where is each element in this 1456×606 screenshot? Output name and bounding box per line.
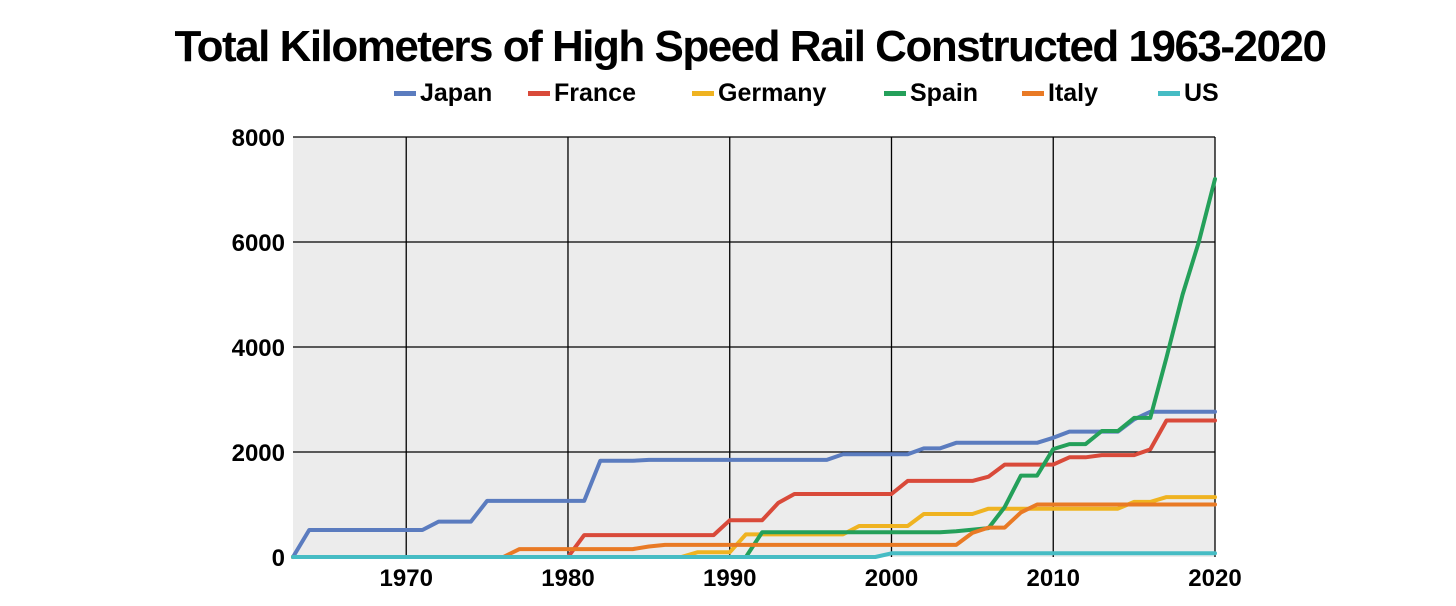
x-tick-label-2010: 2010 <box>1027 565 1080 592</box>
chart-title: Total Kilometers of High Speed Rail Cons… <box>174 22 1327 71</box>
legend-item-us: US <box>1158 76 1219 110</box>
series-line-germany <box>291 495 1217 559</box>
legend-label-spain: Spain <box>910 78 979 107</box>
y-tick-label-0: 0 <box>272 545 285 572</box>
legend-label-japan: Japan <box>420 78 493 107</box>
series-lines <box>291 177 1217 559</box>
y-tick-label-2000: 2000 <box>232 440 285 467</box>
x-tick-label-1980: 1980 <box>541 565 594 592</box>
legend-swatch-us <box>1158 90 1180 96</box>
legend-swatch-japan <box>394 90 416 96</box>
legend-swatch-spain <box>884 90 906 96</box>
series-line-italy <box>291 502 1217 559</box>
x-tick-label-1990: 1990 <box>703 565 756 592</box>
legend-label-germany: Germany <box>718 78 827 107</box>
series-line-spain <box>291 177 1217 559</box>
axis-tick-labels: 0 2000 4000 6000 8000 1970 1980 1990 2000 2010 202… <box>232 125 1242 592</box>
y-tick-label-8000: 8000 <box>232 125 285 152</box>
y-tick-label-4000: 4000 <box>232 335 285 362</box>
x-tick-label-2020: 2020 <box>1188 565 1241 592</box>
series-line-us <box>291 551 1217 559</box>
legend-swatch-france <box>528 90 550 96</box>
series-line-japan <box>291 409 1217 559</box>
x-tick-label-1970: 1970 <box>380 565 433 592</box>
legend-swatch-italy <box>1022 90 1044 96</box>
legend-item-spain: Spain <box>884 76 978 110</box>
series-line-france <box>291 418 1217 559</box>
legend-label-italy: Italy <box>1048 78 1099 107</box>
legend-item-france: France <box>528 76 636 110</box>
legend-item-japan: Japan <box>394 76 492 110</box>
legend-swatch-germany <box>692 90 714 96</box>
grid-lines <box>293 136 1216 557</box>
legend-label-france: France <box>554 78 636 107</box>
x-tick-label-2000: 2000 <box>865 565 918 592</box>
y-tick-label-6000: 6000 <box>232 230 285 257</box>
legend-item-italy: Italy <box>1022 76 1098 110</box>
legend-label-us: US <box>1184 78 1219 107</box>
legend-item-germany: Germany <box>692 76 826 110</box>
